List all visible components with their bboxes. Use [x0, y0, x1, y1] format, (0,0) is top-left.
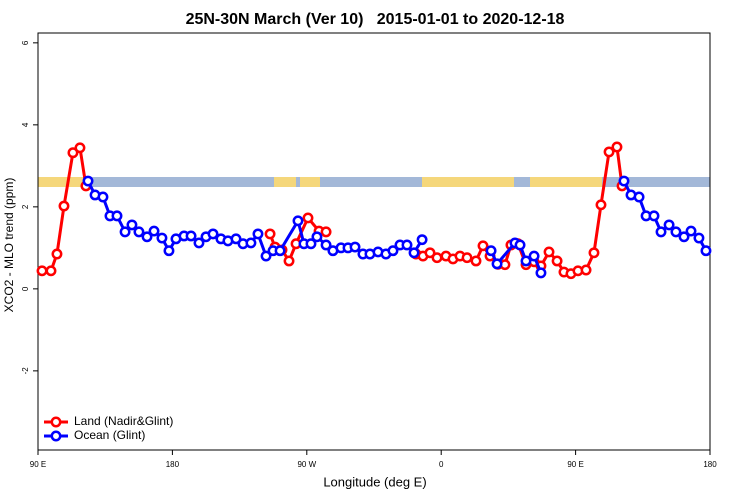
point [520, 255, 532, 267]
point [283, 255, 295, 267]
point [82, 175, 94, 187]
point [663, 219, 675, 231]
point [292, 215, 304, 227]
point [470, 255, 482, 267]
point [245, 237, 257, 249]
y-tick-label: 0 [21, 286, 30, 291]
point [274, 245, 286, 257]
point [633, 191, 645, 203]
point [655, 226, 667, 238]
plot-frame [37, 32, 711, 451]
point [148, 225, 160, 237]
point [514, 239, 526, 251]
point [618, 175, 630, 187]
point [485, 245, 497, 257]
x-tick-label: 180 [703, 460, 717, 469]
point [260, 250, 272, 262]
point [349, 241, 361, 253]
point [528, 250, 540, 262]
point [252, 228, 264, 240]
point [535, 267, 547, 279]
point [670, 226, 682, 238]
y-tick-label: 6 [21, 40, 30, 45]
point [156, 232, 168, 244]
point [543, 246, 555, 258]
point [603, 146, 615, 158]
point [74, 142, 86, 154]
point [97, 191, 109, 203]
x-tick-label: 90 E [30, 460, 46, 469]
point [207, 228, 219, 240]
point [302, 212, 314, 224]
x-axis-label: Longitude (deg E) [323, 474, 426, 489]
point [58, 200, 70, 212]
point [320, 239, 332, 251]
point [67, 147, 79, 159]
x-tick-label: 180 [166, 460, 180, 469]
point [431, 252, 443, 264]
x-tick-label: 0 [439, 460, 444, 469]
point [230, 233, 242, 245]
x-tick-label: 90 W [297, 460, 316, 469]
point [648, 210, 660, 222]
point [126, 219, 138, 231]
point [51, 248, 63, 260]
point [401, 239, 413, 251]
point [595, 199, 607, 211]
point [408, 247, 420, 259]
point [185, 230, 197, 242]
y-tick-label: -2 [21, 367, 30, 375]
point [611, 141, 623, 153]
chart-title: 25N-30N March (Ver 10) 2015-01-01 to 202… [186, 11, 565, 28]
point [551, 255, 563, 267]
legend-label: Ocean (Glint) [74, 428, 145, 442]
point [678, 231, 690, 243]
y-tick-label: 2 [21, 204, 30, 209]
point [133, 226, 145, 238]
legend-marker [50, 430, 62, 442]
x-tick-label: 90 E [567, 460, 583, 469]
point [320, 226, 332, 238]
point [588, 247, 600, 259]
point [693, 232, 705, 244]
point [424, 247, 436, 259]
y-axis-label: XCO2 - MLO trend (ppm) [2, 178, 16, 313]
point [45, 265, 57, 277]
point [700, 245, 712, 257]
point [580, 264, 592, 276]
point [119, 226, 131, 238]
series-line [86, 180, 708, 274]
point [36, 265, 48, 277]
point [416, 234, 428, 246]
point [163, 245, 175, 257]
point [141, 231, 153, 243]
point [685, 225, 697, 237]
point [264, 228, 276, 240]
point [193, 237, 205, 249]
point [305, 238, 317, 250]
point [491, 258, 503, 270]
point [477, 240, 489, 252]
y-tick-label: 4 [21, 122, 30, 127]
legend-marker [50, 416, 62, 428]
point [461, 252, 473, 264]
point [111, 210, 123, 222]
legend-label: Land (Nadir&Glint) [74, 414, 173, 428]
point [387, 245, 399, 257]
surface-band [38, 177, 710, 187]
point [311, 231, 323, 243]
